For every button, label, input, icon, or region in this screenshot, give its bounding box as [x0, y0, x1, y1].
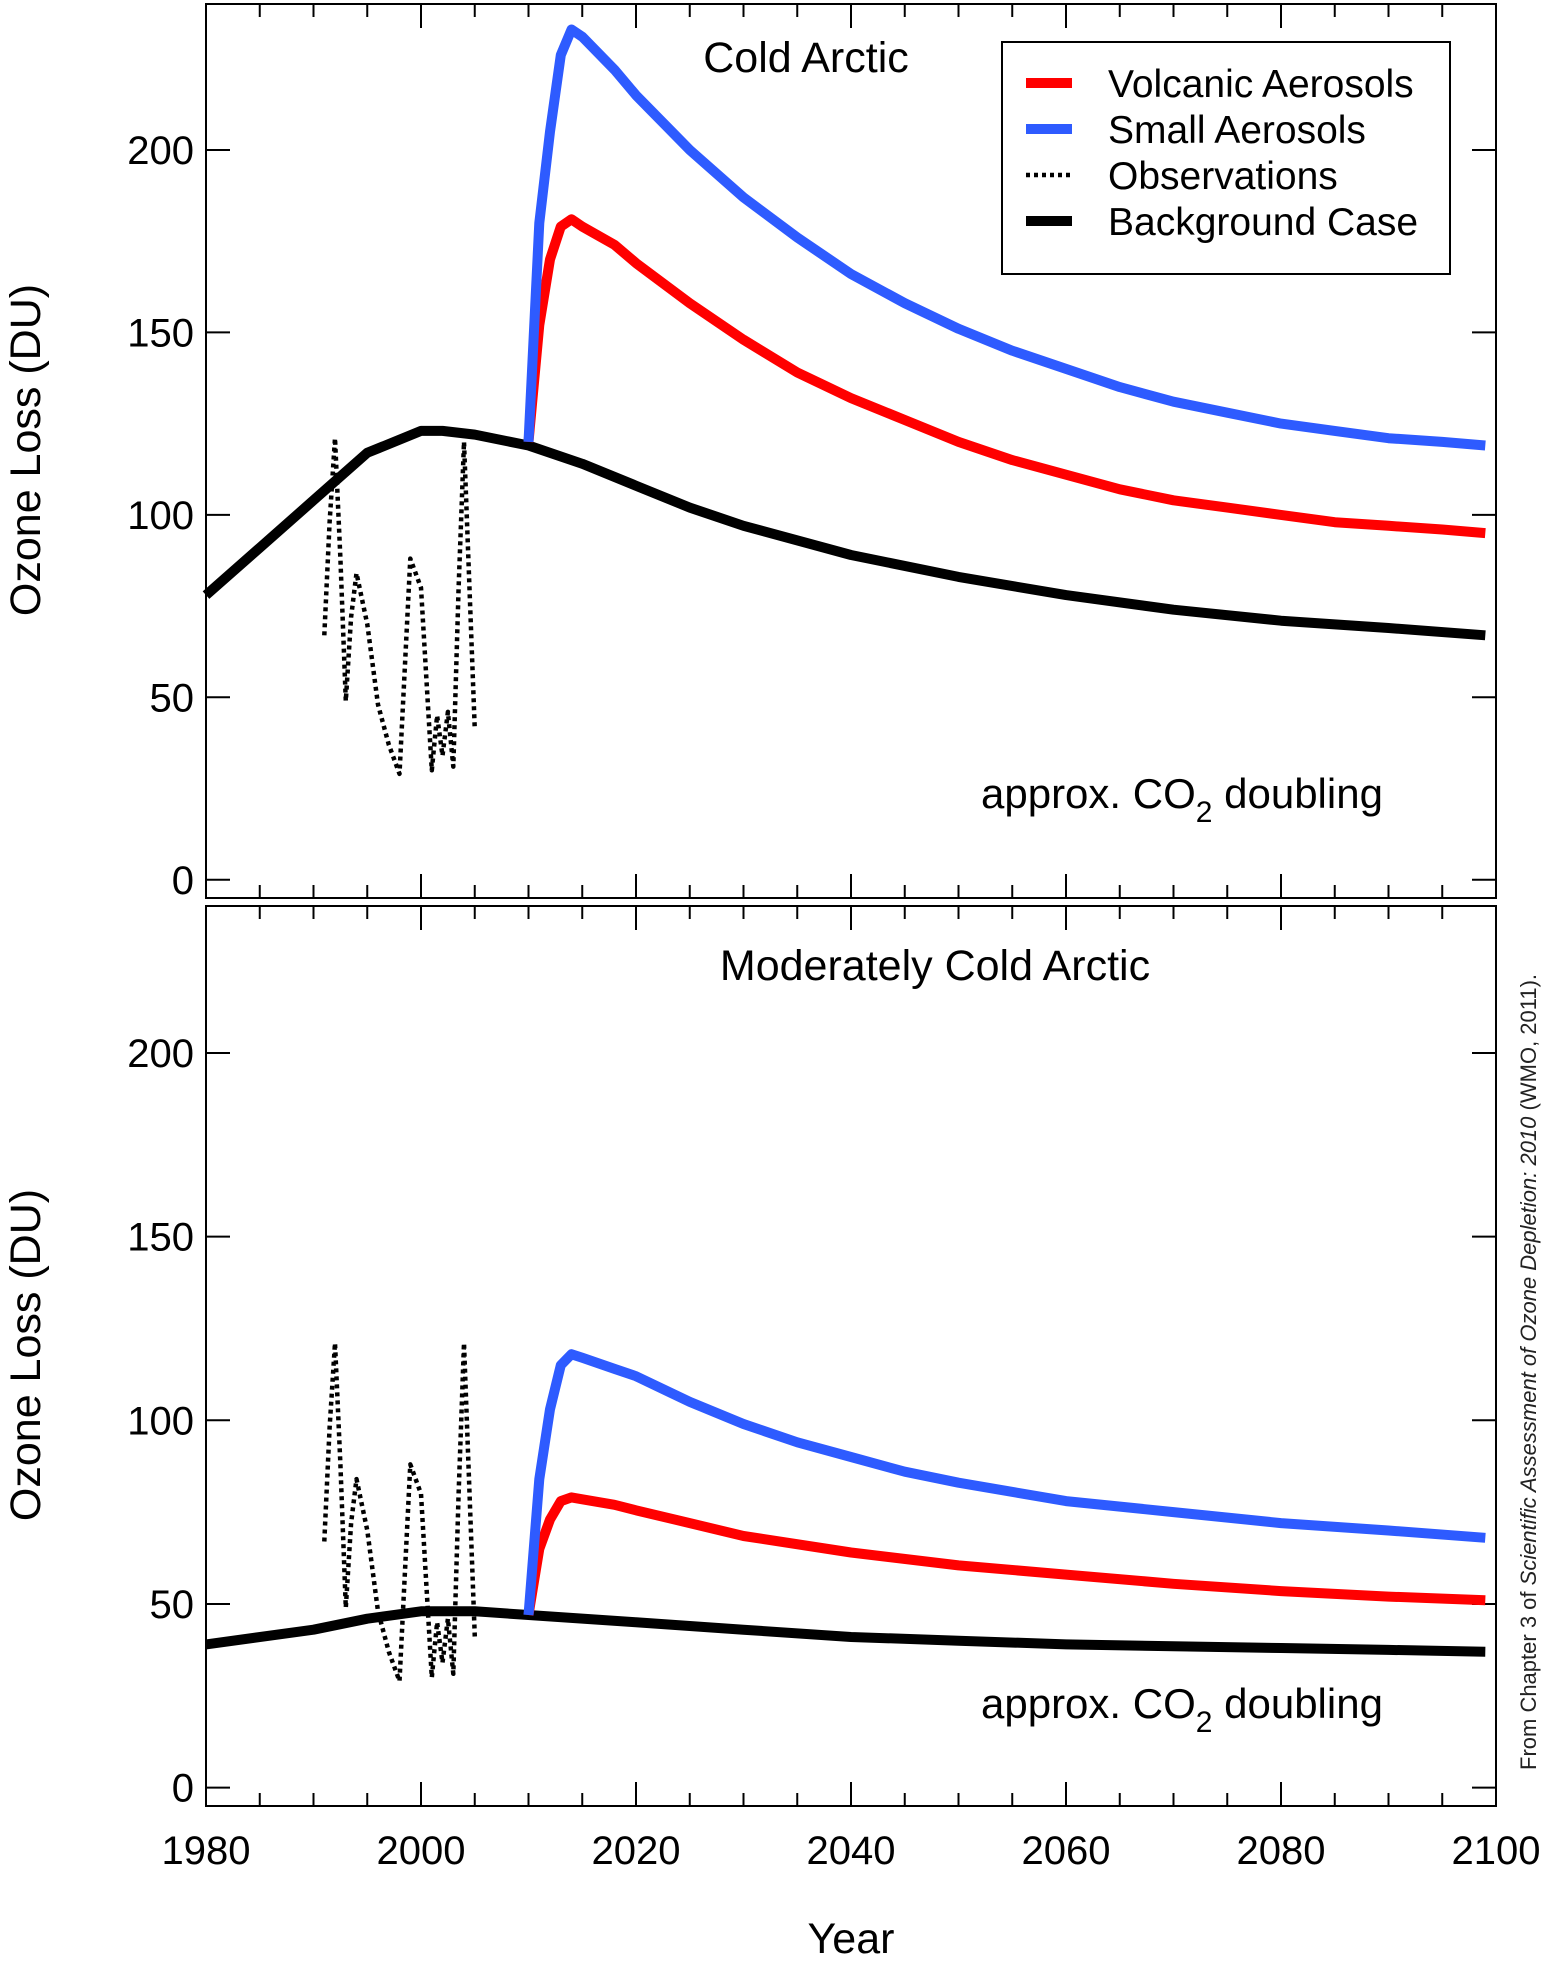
y-axis-label: Ozone Loss (DU): [2, 284, 50, 616]
series-line-volcanic-aerosols: [523, 1492, 1486, 1616]
annotation-subscript: 2: [1196, 1706, 1213, 1739]
y-tick-label: 150: [127, 311, 194, 355]
legend-entry-label: Volcanic Aerosols: [1108, 63, 1414, 106]
source-note-suffix: (WMO, 2011).: [1516, 974, 1541, 1117]
co2-annotation: approx. CO2 doubling: [981, 1680, 1383, 1739]
legend-entry-label: Observations: [1108, 155, 1338, 198]
source-note: From Chapter 3 of Scientific Assessment …: [1516, 974, 1541, 1770]
series-line-small-aerosols: [523, 1349, 1486, 1616]
series-line-background-case: [202, 425, 1486, 641]
series-line-small-aerosols: [523, 24, 1486, 451]
legend-entry-label: Small Aerosols: [1108, 109, 1366, 152]
legend-box: [1001, 41, 1451, 275]
y-tick-label: 150: [127, 1216, 194, 1260]
x-tick-label: 2000: [377, 1829, 466, 1873]
legend-entry-label: Background Case: [1108, 201, 1418, 244]
annotation-text: approx. CO: [981, 1680, 1196, 1727]
annotation-suffix: doubling: [1212, 1680, 1382, 1727]
co2-annotation: approx. CO2 doubling: [981, 770, 1383, 829]
panel-title: Moderately Cold Arctic: [720, 942, 1150, 990]
panel-moderately-cold-arctic: 0 50 100 150 200 1980 2000 2020 2040 2060 2080 2100…: [2, 905, 1541, 1873]
y-tick-label: 0: [172, 859, 194, 903]
y-tick-label: 200: [127, 1032, 194, 1076]
series-line-observations: [322, 1340, 478, 1684]
y-tick-label: 50: [150, 1583, 195, 1627]
y-tick-label: 200: [127, 129, 194, 173]
annotation-subscript: 2: [1196, 796, 1213, 829]
panel-title: Cold Arctic: [703, 34, 909, 82]
annotation-suffix: doubling: [1212, 770, 1382, 817]
x-tick-label: 2100: [1452, 1829, 1541, 1873]
x-tick-label: 2040: [807, 1829, 896, 1873]
x-tick-label: 2020: [592, 1829, 681, 1873]
x-tick-label: 1980: [162, 1829, 251, 1873]
x-axis-label: Year: [808, 1915, 895, 1963]
source-note-italic: Scientific Assessment of Ozone Depletion…: [1516, 1116, 1541, 1586]
series-line-observations: [322, 435, 478, 777]
y-axis-label: Ozone Loss (DU): [2, 1189, 50, 1521]
x-tick-label: 2060: [1022, 1829, 1111, 1873]
y-tick-label: 100: [127, 1399, 194, 1443]
panel-cold-arctic: 0 50 100 150 200 Cold Arctic approx. CO2 doubl…: [2, 3, 1497, 903]
series-line-background-case: [205, 1606, 1486, 1657]
y-tick-label: 100: [127, 494, 194, 538]
series-line-volcanic-aerosols: [523, 214, 1486, 539]
y-tick-label: 50: [150, 676, 195, 720]
x-tick-label: 2080: [1237, 1829, 1326, 1873]
y-tick-label: 0: [172, 1767, 194, 1811]
source-note-prefix: From Chapter 3 of: [1516, 1585, 1541, 1770]
annotation-text: approx. CO: [981, 770, 1196, 817]
